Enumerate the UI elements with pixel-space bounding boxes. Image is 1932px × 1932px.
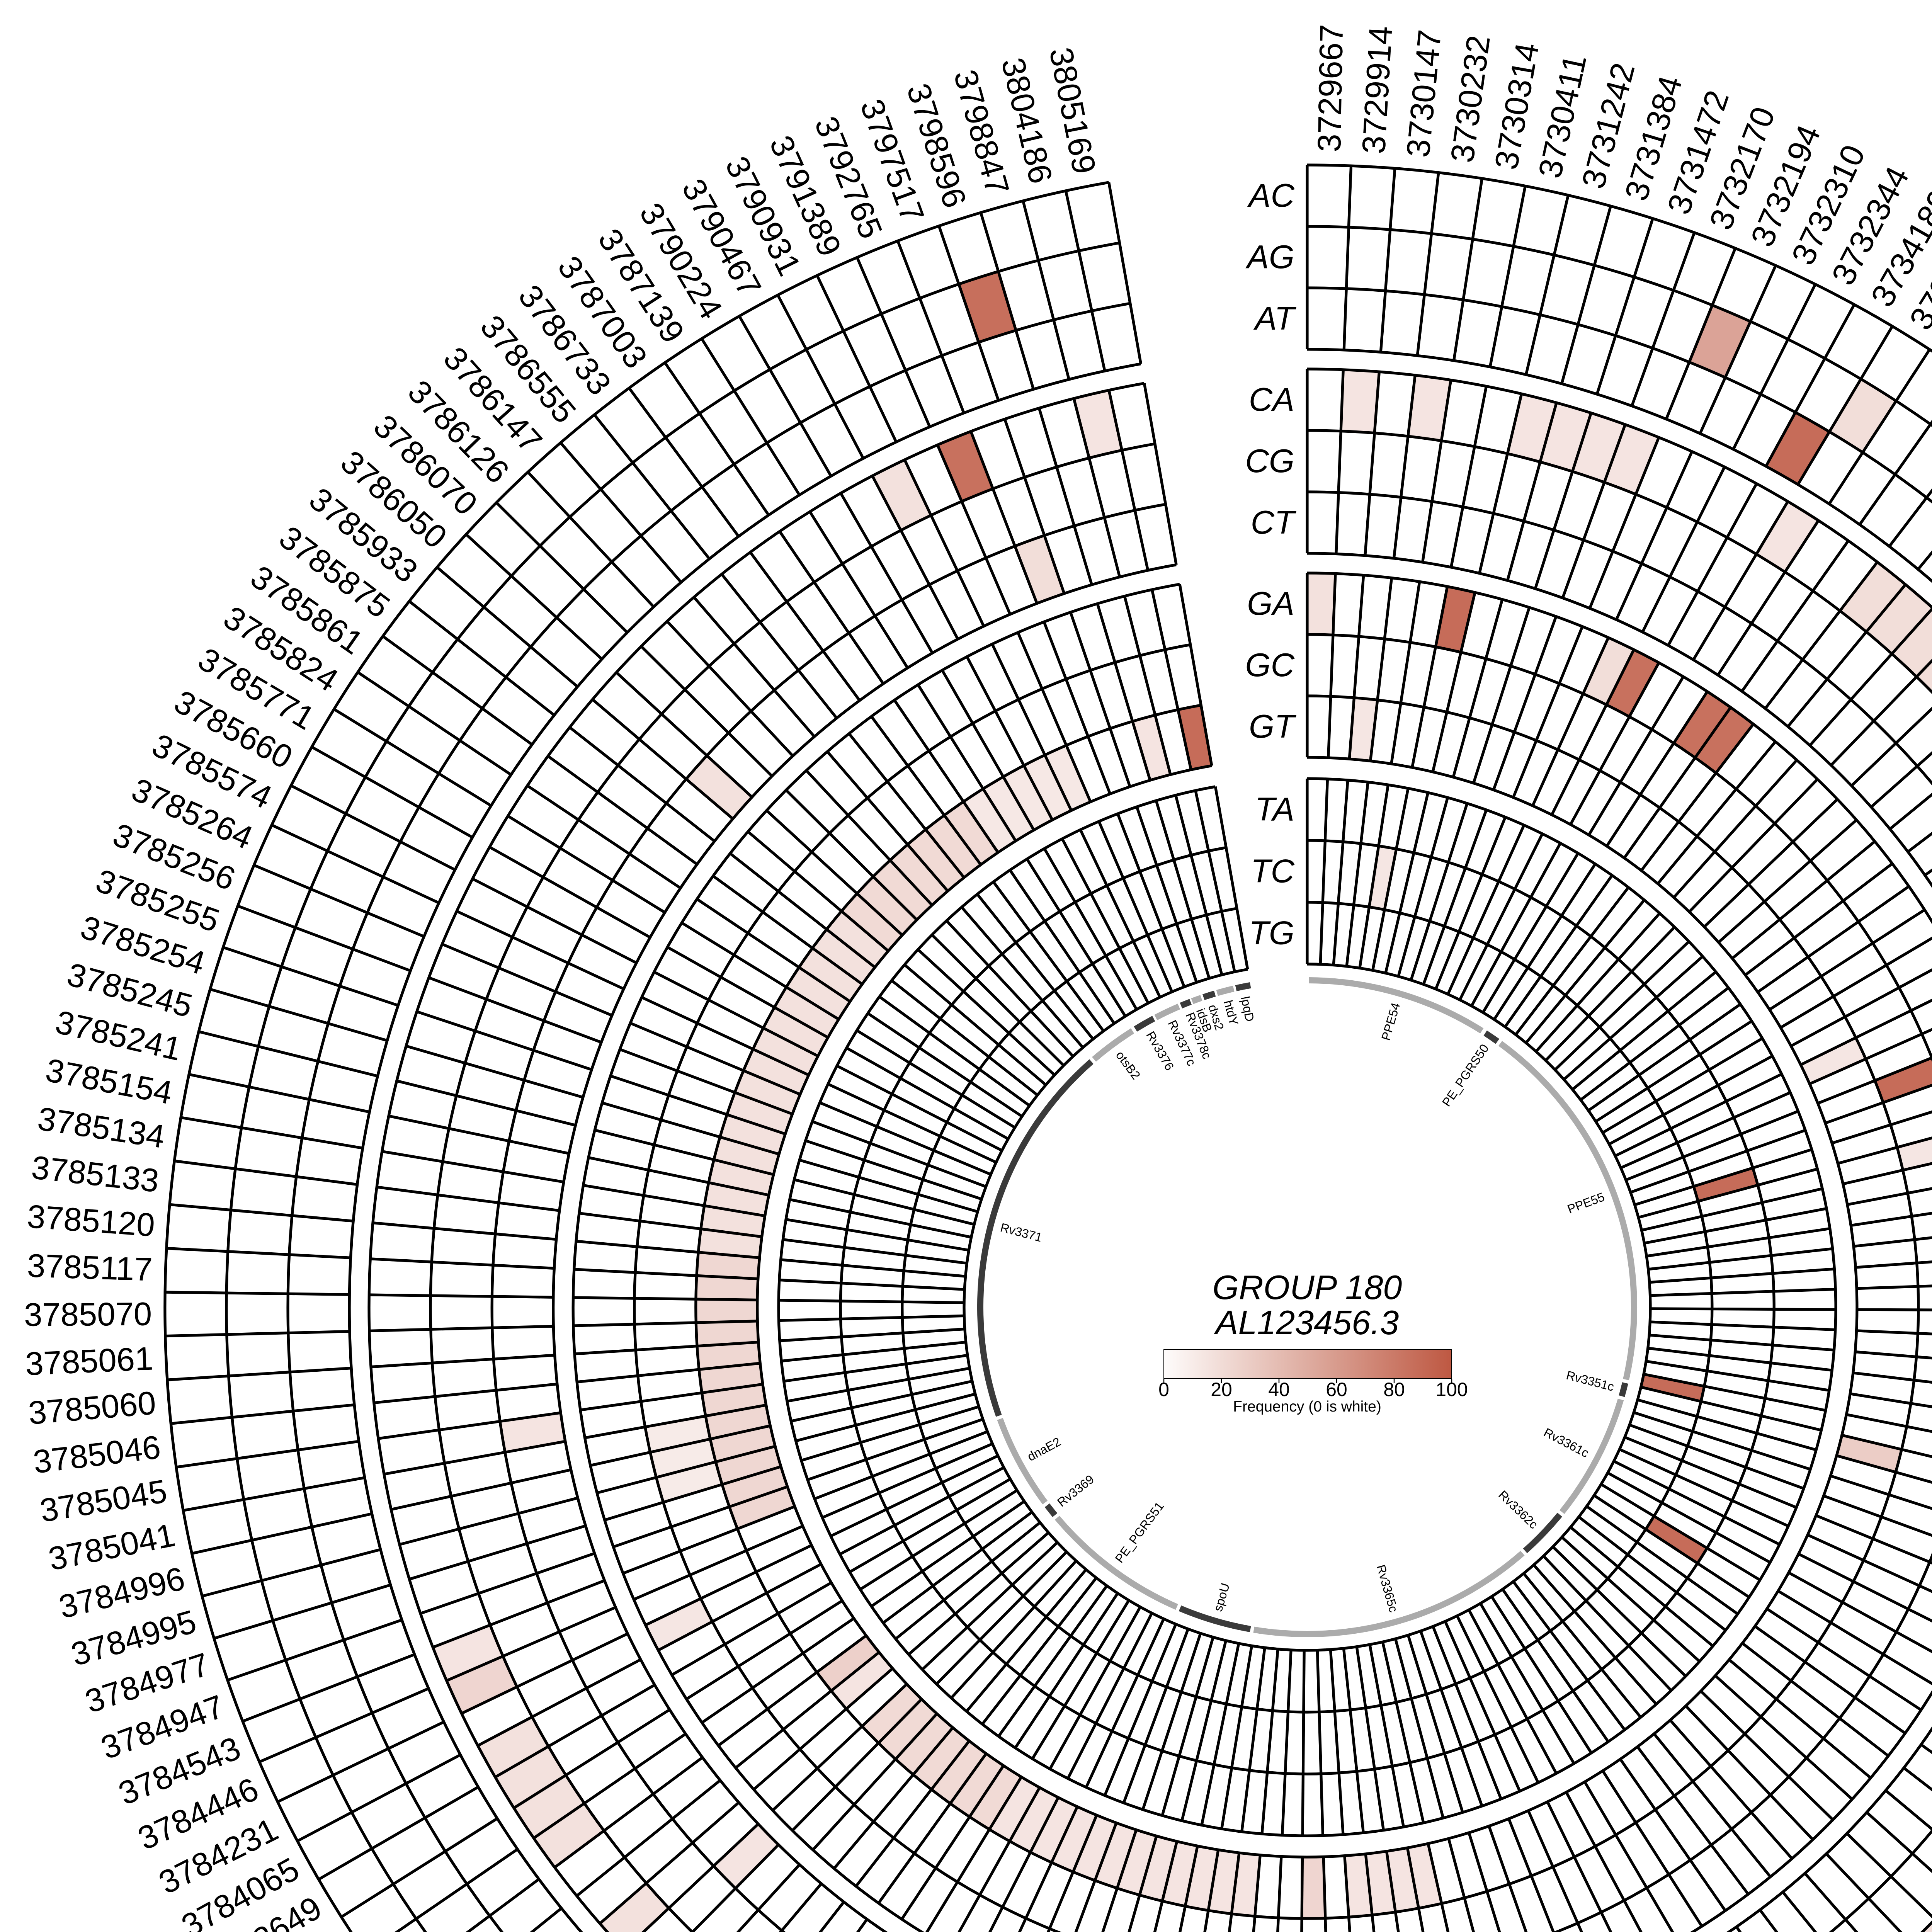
svg-text:80: 80	[1383, 1379, 1405, 1400]
svg-text:3785061: 3785061	[24, 1340, 154, 1383]
svg-text:3729667: 3729667	[1311, 24, 1350, 153]
svg-text:20: 20	[1211, 1379, 1232, 1400]
svg-text:CG: CG	[1245, 443, 1295, 480]
svg-text:CT: CT	[1251, 504, 1296, 541]
svg-text:40: 40	[1268, 1379, 1290, 1400]
svg-text:0: 0	[1158, 1379, 1169, 1400]
svg-text:TC: TC	[1251, 853, 1295, 890]
svg-text:CA: CA	[1249, 381, 1294, 418]
svg-text:AL123456.3: AL123456.3	[1214, 1303, 1399, 1342]
svg-text:TG: TG	[1249, 915, 1294, 952]
svg-text:GROUP 180: GROUP 180	[1213, 1268, 1402, 1306]
svg-text:AC: AC	[1247, 177, 1295, 214]
svg-text:AG: AG	[1245, 239, 1294, 276]
svg-text:3785117: 3785117	[27, 1247, 153, 1288]
svg-text:3729914: 3729914	[1355, 25, 1400, 155]
svg-text:GC: GC	[1245, 647, 1295, 684]
svg-text:TA: TA	[1255, 791, 1294, 828]
svg-text:3785070: 3785070	[24, 1296, 152, 1333]
svg-text:GT: GT	[1249, 708, 1296, 745]
svg-text:Frequency (0 is white): Frequency (0 is white)	[1233, 1398, 1381, 1415]
svg-text:GA: GA	[1247, 585, 1294, 622]
svg-text:AT: AT	[1253, 300, 1296, 337]
svg-text:3785120: 3785120	[26, 1198, 156, 1244]
svg-text:60: 60	[1326, 1379, 1347, 1400]
svg-text:100: 100	[1435, 1379, 1468, 1400]
